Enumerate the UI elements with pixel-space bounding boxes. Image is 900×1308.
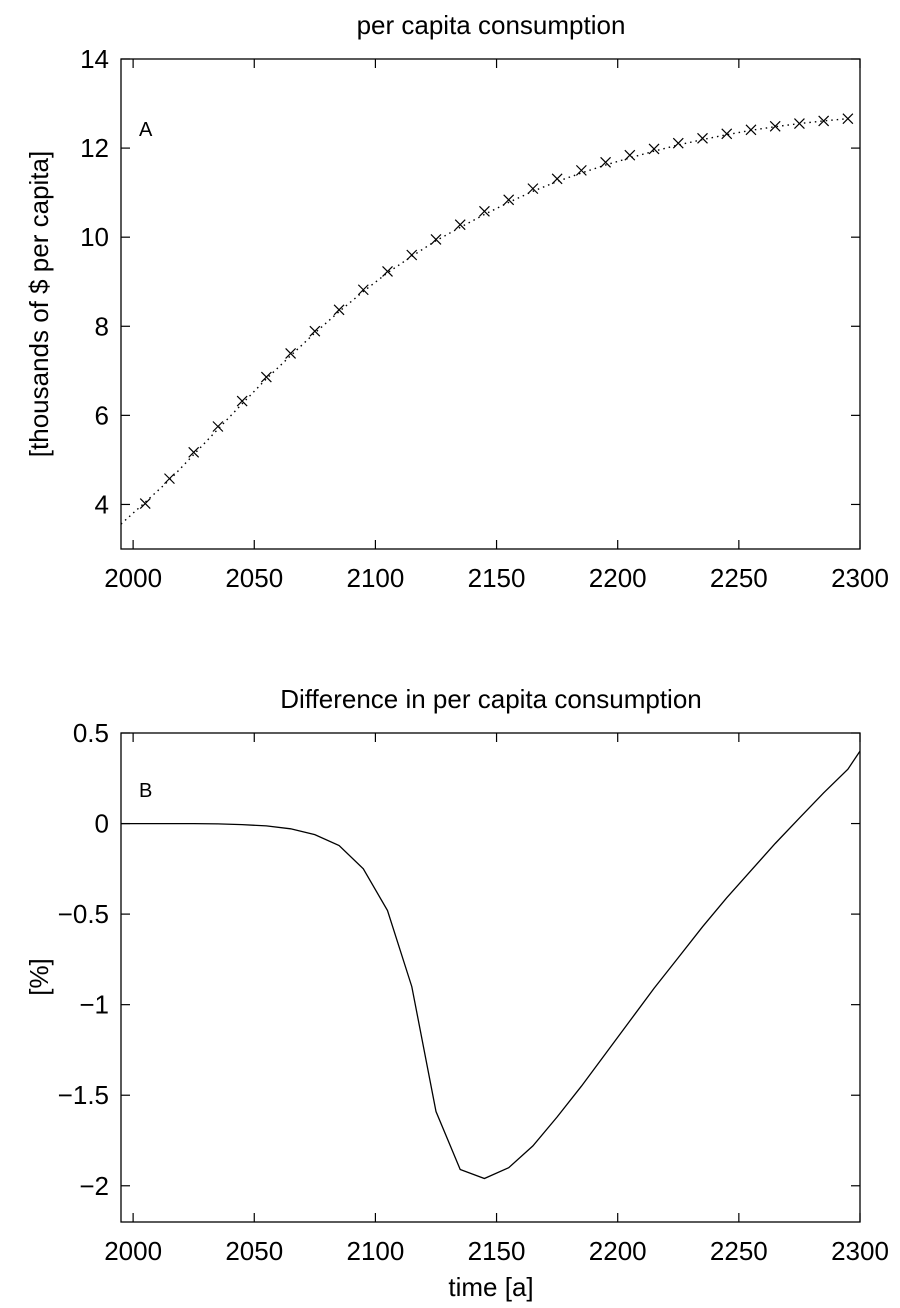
panel-a: per capita consumption 2000 2050 2100 2150 2… (24, 10, 889, 593)
panel-a-data-point-x-marker (769, 120, 781, 132)
panel-b-x-tick-label: 2250 (710, 1236, 768, 1266)
panel-a-plot-area: 2000 2050 2100 2150 2200 2250 2300 4 6 8 10 12 14 (80, 44, 889, 593)
panel-a-data-point-x-marker (503, 194, 515, 206)
panel-b-x-tick-label: 2150 (468, 1236, 526, 1266)
panel-b-letter: B (139, 780, 152, 802)
panel-a-data-point-x-marker (721, 128, 733, 140)
panel-a-letter: A (139, 119, 153, 141)
panel-a-data-point-x-marker (236, 395, 248, 407)
panel-a-x-tick-label: 2300 (831, 563, 889, 593)
panel-a-data-point-x-marker (818, 115, 830, 127)
panel-a-data-point-x-marker (406, 249, 418, 261)
panel-b-y-tick-label: −2 (79, 1171, 109, 1201)
panel-b-y-tick-label: 0 (95, 809, 109, 839)
panel-a-y-tick-label: 6 (95, 400, 109, 430)
panel-a-data-point-x-marker (672, 137, 684, 149)
panel-a-y-tick-label: 8 (95, 311, 109, 341)
panel-b: Difference in per capita consumption 200… (24, 684, 889, 1302)
panel-a-data-point-x-marker (697, 132, 708, 144)
panel-b-plot-area: 2000 2050 2100 2150 2200 2250 2300 0.5 0 −0.5 −1 −1… (58, 718, 889, 1266)
panel-a-y-tick-label: 10 (80, 222, 109, 252)
panel-a-data-point-x-marker (454, 219, 466, 231)
panel-b-frame (120, 732, 861, 1223)
panel-a-dotted-series-line (120, 118, 848, 525)
panel-b-x-tick-label: 2100 (346, 1236, 404, 1266)
panel-b-y-tick-label: −0.5 (58, 899, 109, 929)
panel-b-y-tick-label: −1.5 (58, 1080, 109, 1110)
panel-b-y-tick-label: −1 (79, 990, 109, 1020)
panel-a-data-point-x-marker (575, 164, 587, 176)
panel-a-y-axis-label: [thousands of $ per capita] (24, 151, 54, 457)
panel-a-x-tick-label: 2150 (468, 563, 526, 593)
panel-b-y-axis-label: [%] (24, 958, 54, 996)
panel-a-data-point-x-marker (260, 371, 272, 383)
panel-a-data-point-x-marker (745, 124, 757, 136)
panel-b-x-tick-label: 2000 (104, 1236, 162, 1266)
panel-b-x-tick-label: 2300 (831, 1236, 889, 1266)
panel-a-x-tick-label: 2000 (104, 563, 162, 593)
panel-a-x-tick-label: 2100 (346, 563, 404, 593)
panel-a-data-point-x-marker (648, 143, 660, 155)
panel-a-data-point-x-marker (479, 205, 490, 217)
panel-a-data-point-x-marker (285, 348, 297, 359)
panel-a-data-point-x-marker (527, 183, 539, 195)
panel-b-x-tick-label: 2200 (589, 1236, 647, 1266)
panel-a-data-point-x-marker (188, 446, 200, 458)
panel-a-y-tick-label: 14 (80, 44, 109, 74)
panel-b-y-tick-label: 0.5 (73, 718, 109, 748)
panel-a-data-point-x-marker (164, 473, 175, 485)
panel-a-data-point-x-marker (357, 284, 369, 296)
panel-b-x-axis-label: time [a] (448, 1272, 533, 1302)
panel-a-x-tick-label: 2050 (225, 563, 283, 593)
panel-b-x-tick-label: 2050 (225, 1236, 283, 1266)
panel-a-data-point-x-marker (333, 304, 345, 316)
panel-a-data-point-x-marker (430, 233, 442, 245)
panel-a-x-tick-label: 2200 (589, 563, 647, 593)
panel-a-title: per capita consumption (357, 10, 626, 40)
panel-a-data-point-x-marker (382, 266, 393, 277)
panel-a-data-point-x-marker (212, 421, 224, 432)
panel-a-data-point-x-marker (600, 156, 612, 168)
panel-a-x-tick-label: 2250 (710, 563, 768, 593)
panel-a-data-point-x-marker (139, 498, 151, 509)
panel-a-frame (120, 58, 861, 550)
panel-b-series-line (121, 750, 861, 1180)
panel-b-title: Difference in per capita consumption (280, 684, 702, 714)
panel-a-y-tick-label: 4 (95, 489, 109, 519)
panel-a-y-tick-label: 12 (80, 133, 109, 163)
panel-a-data-point-x-marker (309, 325, 321, 337)
